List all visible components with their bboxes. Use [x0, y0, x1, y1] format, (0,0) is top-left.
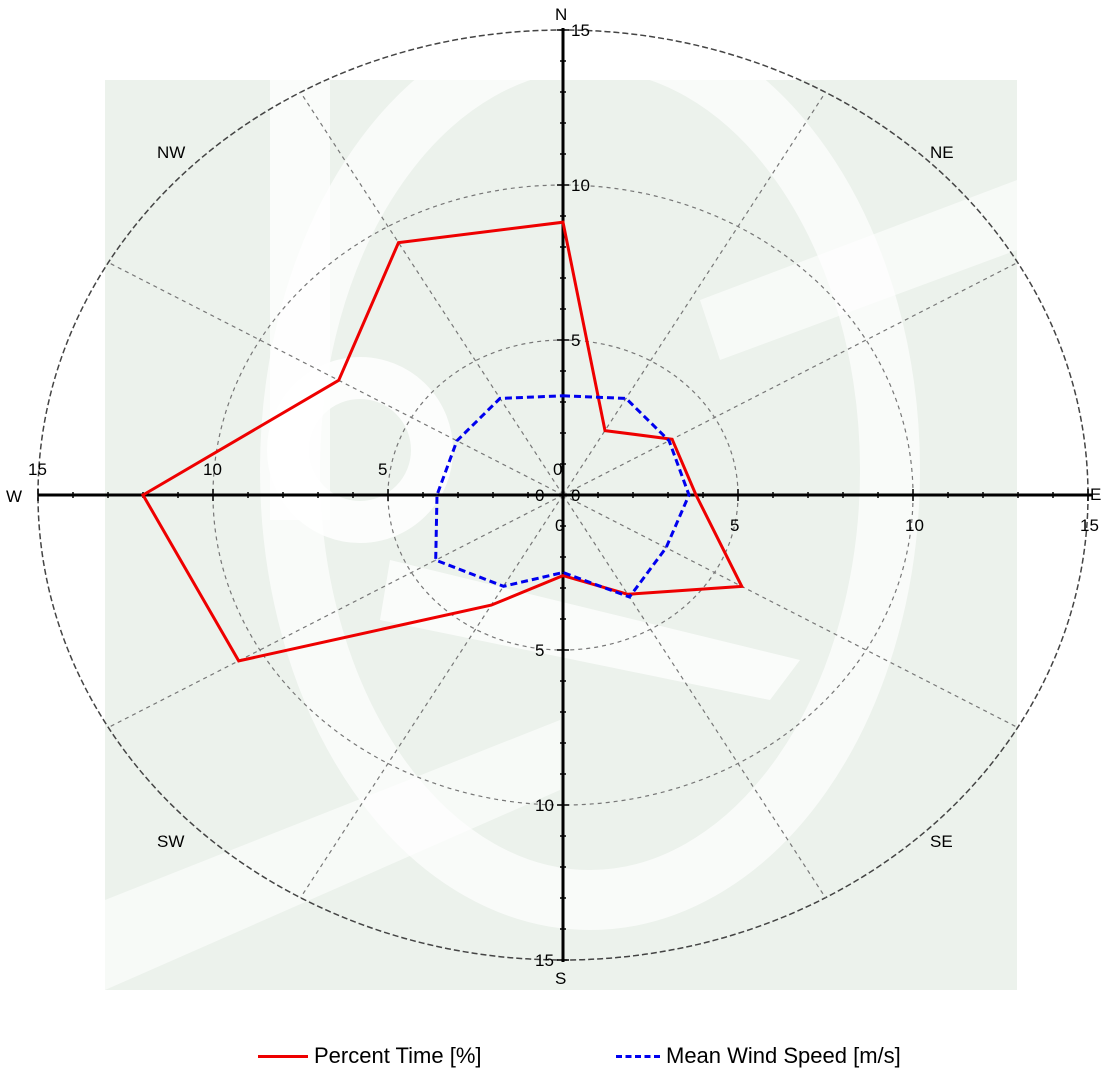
wind-speed-point-nne	[625, 397, 627, 399]
wind-speed-point-wsw	[435, 559, 437, 561]
percent-time-point-w	[142, 494, 144, 496]
compass-label-e: E	[1090, 485, 1101, 504]
tick-label-south: 15	[535, 951, 554, 970]
wind-speed-point-n	[562, 395, 564, 397]
legend-swatch-solid	[258, 1054, 308, 1058]
compass-label-sw: SW	[157, 832, 184, 851]
watermark-blade	[380, 560, 800, 700]
tick-label-north: 5	[571, 331, 580, 350]
wind-speed-point-ssw	[503, 585, 504, 587]
tick-label-west: 5	[378, 460, 387, 479]
wind-speed-point-nnw	[499, 397, 501, 399]
legend-label-mean-wind-speed: Mean Wind Speed [m/s]	[666, 1043, 901, 1068]
grid-spoke	[562, 494, 1018, 729]
tick-label-west: 10	[203, 460, 222, 479]
grid-spoke	[562, 261, 1018, 496]
wind-speed-point-s	[562, 572, 564, 573]
percent-time-point-nnw	[398, 242, 399, 244]
tick-label-north: 10	[571, 176, 590, 195]
wind-speed-point-w	[436, 494, 438, 496]
compass-axes	[37, 28, 1092, 962]
compass-label-n: N	[555, 5, 567, 24]
wind-speed-point-ese	[665, 547, 667, 549]
wind-speed-point-ene	[668, 440, 670, 442]
percent-time-point-wnw	[338, 379, 340, 381]
wind-speed-point-e	[688, 494, 690, 496]
background-watermark	[105, 10, 1017, 990]
compass-label-nw: NW	[157, 143, 185, 162]
legend-label-percent-time: Percent Time [%]	[314, 1043, 482, 1068]
percent-time-point-ssw	[490, 604, 492, 606]
tick-label-east: 0	[555, 516, 564, 535]
tick-label-north: 15	[571, 21, 590, 40]
tick-label-east: 10	[905, 516, 924, 535]
percent-time-point-nne	[604, 430, 606, 432]
legend-item-percent-time: Percent Time [%]	[258, 1042, 482, 1070]
percent-time-point-n	[562, 221, 564, 223]
grid-spoke	[108, 261, 564, 496]
tick-label-north: 0	[571, 486, 580, 505]
grid-spoke	[299, 91, 564, 496]
legend-item-mean-wind-speed: Mean Wind Speed [m/s]	[612, 1042, 901, 1070]
percent-time-point-s	[562, 575, 564, 577]
grid-spoke	[299, 494, 564, 899]
compass-label-se: SE	[930, 832, 953, 851]
tick-label-south: 0	[535, 486, 544, 505]
wind-speed-point-wnw	[456, 440, 458, 442]
compass-label-w: W	[6, 487, 22, 506]
series-group	[140, 220, 745, 663]
grid-spoke	[562, 91, 827, 496]
percent-time-point-e	[695, 494, 697, 496]
grid-spoke	[562, 494, 827, 899]
compass-label-ne: NE	[930, 143, 954, 162]
legend-swatch-dashed	[616, 1054, 660, 1058]
percent-time-point-ese	[741, 585, 743, 587]
tick-label-west: 0	[553, 460, 562, 479]
legend: Percent Time [%] Mean Wind Speed [m/s]	[0, 1040, 1102, 1076]
watermark-wave	[700, 180, 1017, 360]
tick-label-east: 5	[730, 516, 739, 535]
percent-time-point-wsw	[238, 660, 240, 662]
wind-speed-point-sse	[629, 596, 630, 598]
percent-time-point-ene	[671, 438, 673, 440]
tick-label-east: 15	[1080, 516, 1099, 535]
tick-label-south: 5	[535, 641, 544, 660]
watermark-blade	[270, 80, 330, 520]
tick-label-south: 10	[535, 796, 554, 815]
tick-label-west: 15	[28, 460, 47, 479]
compass-label-s: S	[555, 969, 566, 988]
watermark-wave	[105, 720, 560, 990]
percent-time-point-sse	[627, 593, 629, 595]
grid-spoke	[108, 494, 564, 729]
